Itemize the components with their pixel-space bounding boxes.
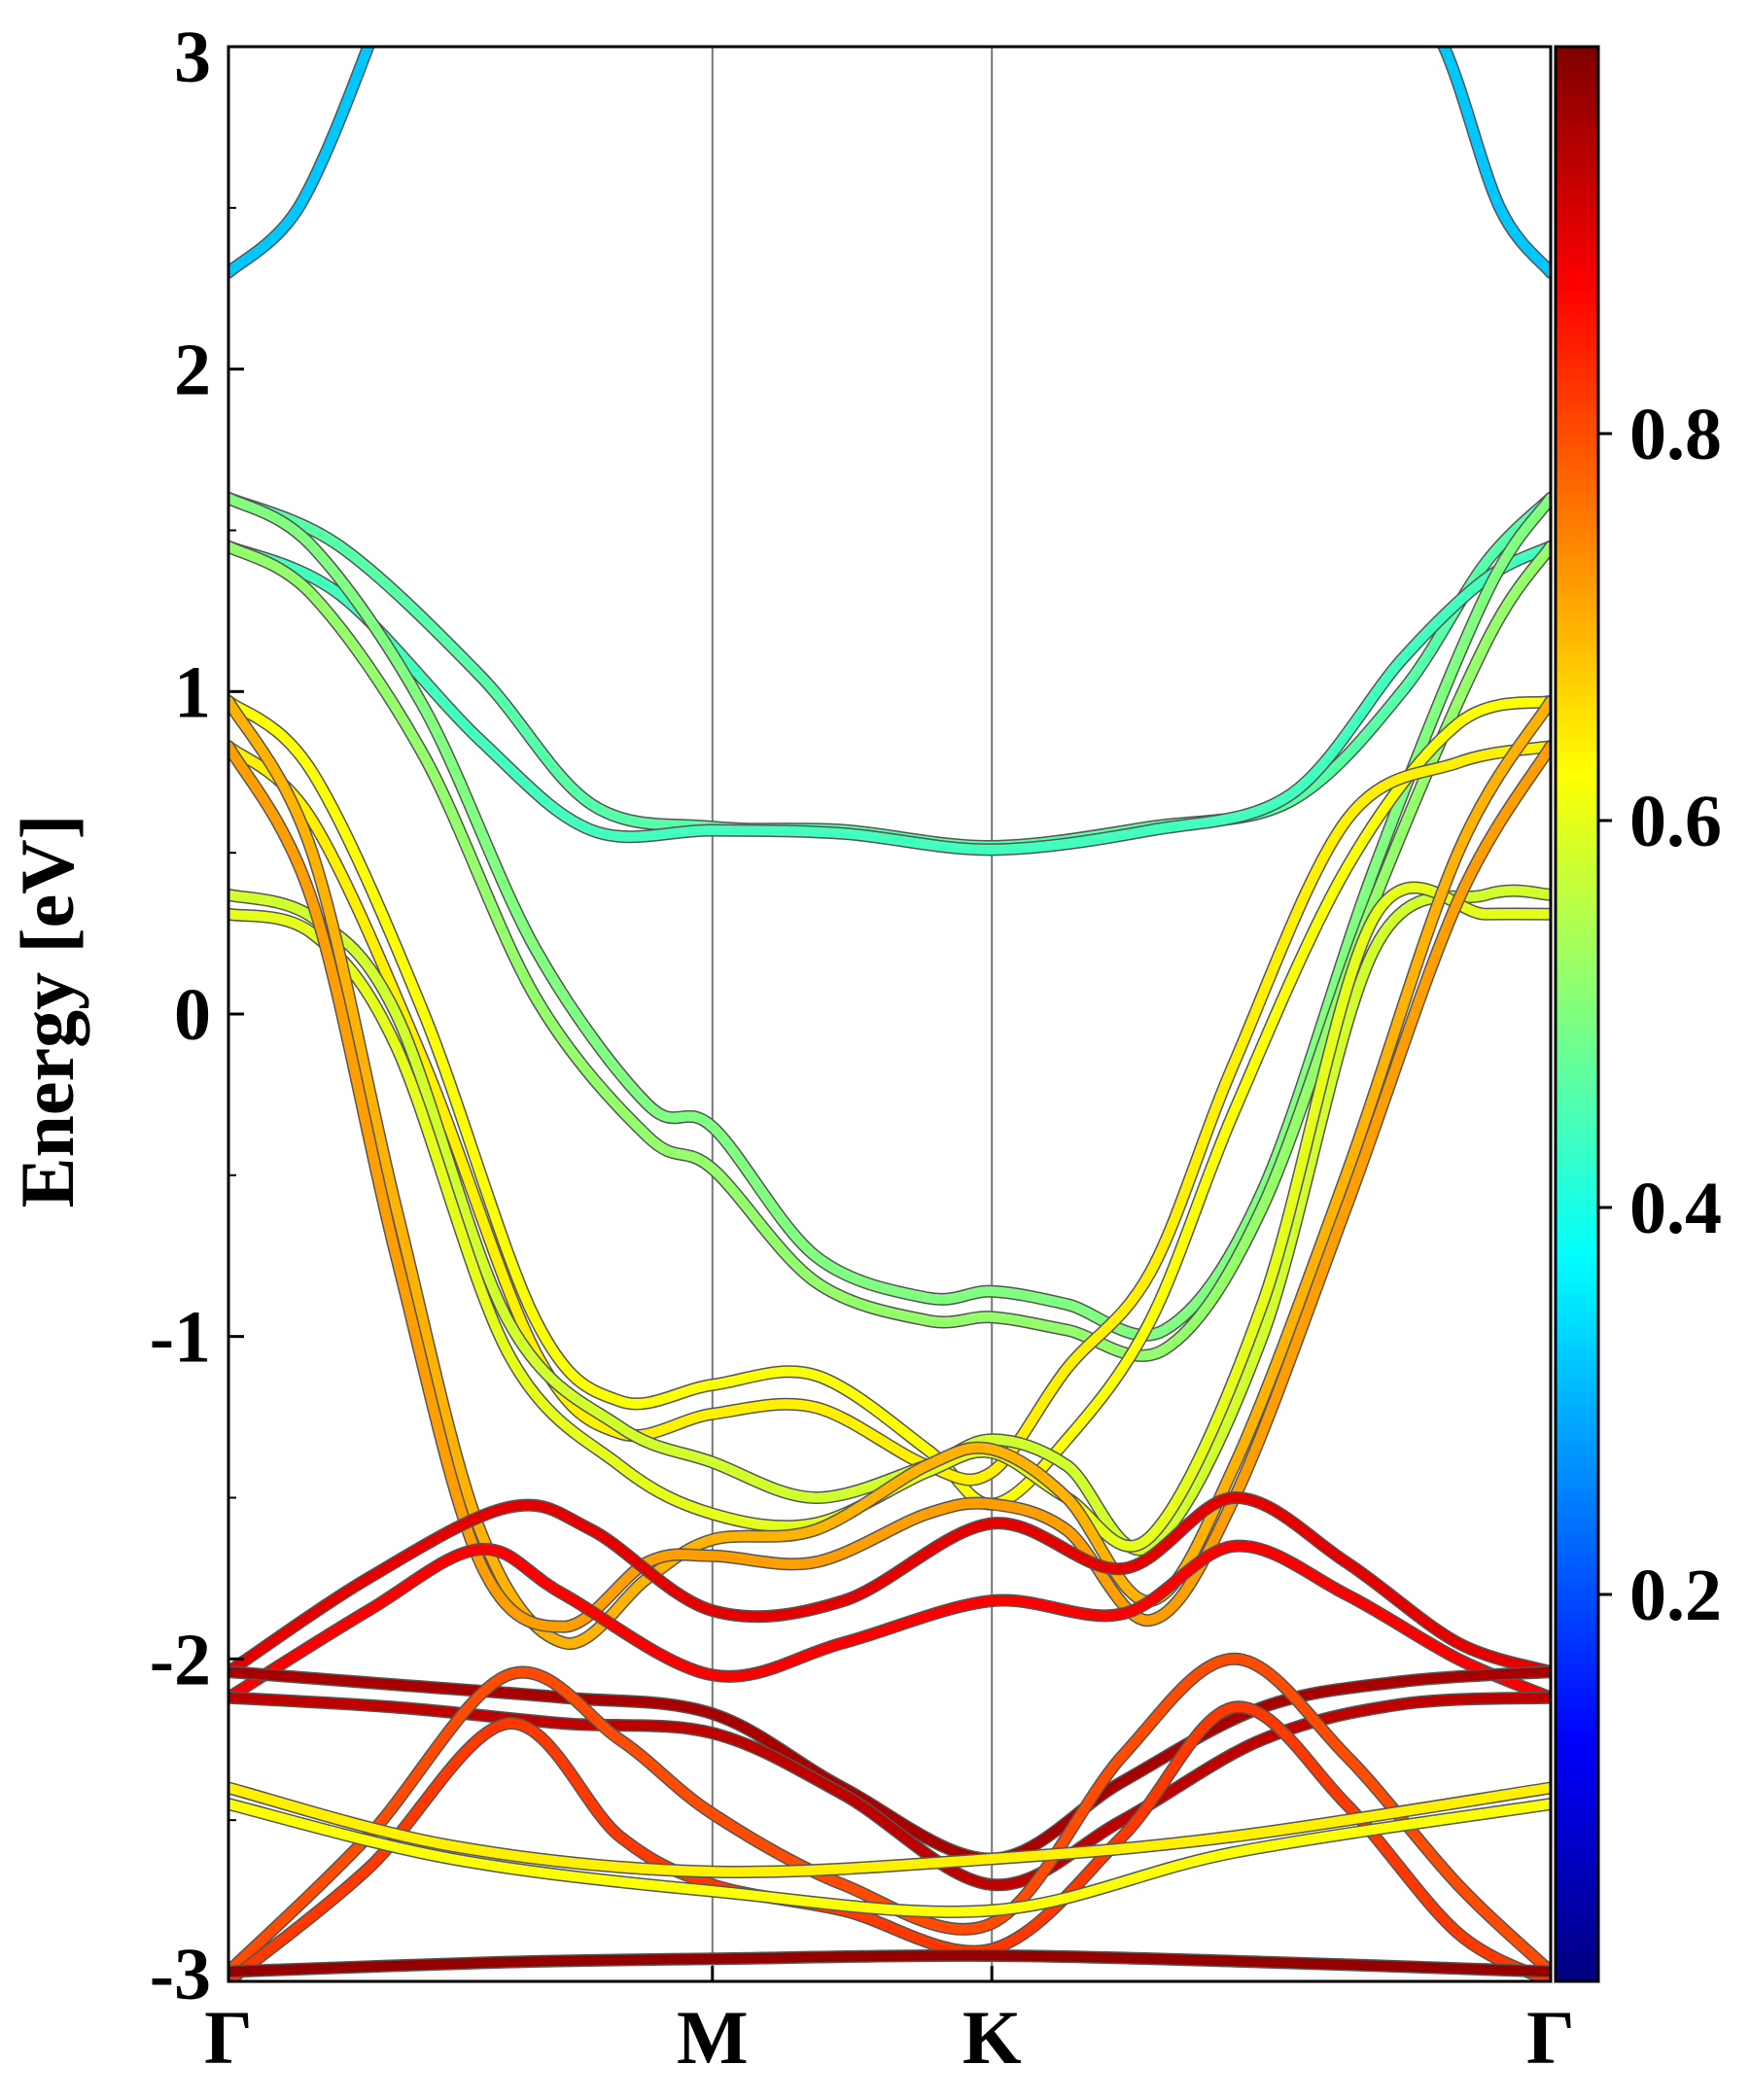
- band-conduction-upper-outline: [228, 47, 375, 279]
- x-tick-label-0: Γ: [204, 1995, 253, 2080]
- colorbar-tick-label-0: 0.2: [1629, 1555, 1722, 1636]
- y-axis-label: Energy [eV]: [5, 814, 89, 1208]
- colorbar-tick-label-1: 0.4: [1629, 1168, 1722, 1249]
- band-flat-1-outline: [228, 491, 1551, 854]
- x-tick-label-1: M: [677, 1995, 749, 2080]
- x-tick-label-3: Γ: [1526, 1995, 1575, 2080]
- band-6: [228, 741, 1551, 1486]
- band-flat-1: [228, 493, 1551, 852]
- k-path-divider-lines: [711, 47, 994, 1981]
- colorbar: [1554, 45, 1600, 1983]
- band-flat-2: [228, 542, 1551, 855]
- band-conduction-upper-back-outline: [1436, 47, 1551, 279]
- y-tick-label-5: 2: [174, 330, 211, 411]
- band-lines: [228, 47, 1551, 1981]
- band-10: [228, 741, 1551, 1632]
- y-axis-ticks: -3 -2 -1 0 1 2 3: [150, 17, 244, 2015]
- y-tick-label-4: 1: [174, 651, 211, 733]
- colorbar-tick-label-3: 0.8: [1629, 394, 1722, 475]
- y-tick-label-3: 0: [174, 974, 211, 1056]
- band-11: [228, 1492, 1551, 1677]
- y-tick-label-0: -3: [150, 1934, 211, 2015]
- y-tick-label-1: -2: [150, 1619, 211, 1700]
- band-16: [228, 1701, 1551, 1981]
- y-tick-label-2: -1: [150, 1297, 211, 1379]
- colorbar-ticks: 0.2 0.4 0.6 0.8: [1598, 394, 1722, 1636]
- band-19: [228, 1950, 1551, 1977]
- band-conduction-upper-back: [1438, 47, 1551, 278]
- band-5: [228, 696, 1551, 1510]
- y-tick-label-6: 3: [174, 17, 211, 98]
- band-9: [228, 696, 1551, 1649]
- band-3: [228, 493, 1551, 1341]
- band-18: [228, 1799, 1551, 1917]
- band-17: [228, 1783, 1551, 1877]
- band-4: [228, 542, 1551, 1361]
- colorbar-tick-label-2: 0.6: [1629, 781, 1722, 862]
- band-13: [228, 1666, 1551, 1865]
- band-conduction-upper: [228, 47, 374, 278]
- band-12: [228, 1541, 1551, 1703]
- x-tick-label-2: K: [962, 1995, 1022, 2080]
